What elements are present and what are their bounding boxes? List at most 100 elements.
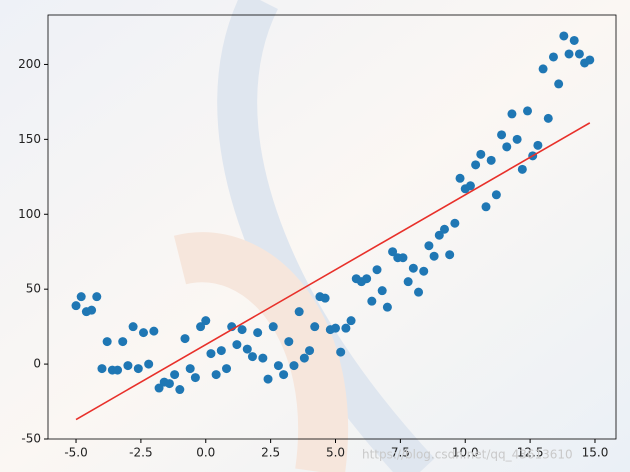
background-decor	[173, 232, 349, 472]
point	[149, 326, 159, 336]
y-tick-label: -50	[21, 432, 41, 446]
point	[538, 64, 548, 74]
point	[138, 328, 148, 338]
point	[434, 230, 444, 240]
point	[123, 361, 133, 371]
x-tick-label: 15.0	[582, 446, 609, 460]
point	[216, 346, 226, 356]
point	[242, 344, 252, 354]
point	[455, 173, 465, 183]
point	[113, 365, 123, 375]
point	[263, 374, 273, 384]
x-tick-label: 2.5	[261, 446, 280, 460]
point	[294, 307, 304, 317]
point	[543, 113, 553, 123]
point	[102, 337, 112, 347]
point	[486, 155, 496, 165]
point	[289, 361, 299, 371]
x-tick-label: 7.5	[391, 446, 410, 460]
point	[258, 353, 268, 363]
point	[185, 364, 195, 374]
background-decor	[217, 0, 435, 472]
point	[144, 359, 154, 369]
point	[71, 301, 81, 311]
point	[564, 49, 574, 59]
point	[465, 181, 475, 191]
point	[92, 292, 102, 302]
point	[87, 305, 97, 315]
point	[476, 149, 486, 159]
point	[320, 293, 330, 303]
point	[273, 361, 283, 371]
point	[362, 274, 372, 284]
point	[523, 106, 533, 116]
point	[481, 202, 491, 212]
point	[211, 370, 221, 380]
point	[512, 134, 522, 144]
point	[284, 337, 294, 347]
y-tick-label: 50	[26, 282, 41, 296]
point	[429, 251, 439, 261]
point	[403, 277, 413, 287]
y-tick-label: 200	[18, 57, 41, 71]
point	[76, 292, 86, 302]
y-tick-label: 100	[18, 207, 41, 221]
point	[180, 334, 190, 344]
point	[190, 373, 200, 383]
point	[201, 316, 211, 326]
point	[408, 263, 418, 273]
point	[133, 364, 143, 374]
plot-area: -5.0 -2.5 0.0 2.5 5.0 7.5 10.0 12.5 15.0 -50 0 50 10…	[18, 14, 617, 460]
y-tick-label: 0	[33, 357, 41, 371]
point	[336, 347, 346, 357]
x-tick-label: -2.5	[129, 446, 152, 460]
point	[517, 164, 527, 174]
point	[237, 325, 247, 335]
point	[450, 218, 460, 228]
point	[554, 79, 564, 89]
x-tick-label: 5.0	[326, 446, 345, 460]
point	[128, 322, 138, 332]
fit-line	[75, 122, 591, 421]
point	[164, 379, 174, 389]
y-tick-label: 150	[18, 132, 41, 146]
watermark: https://blog.csdn.net/qq_43613610	[362, 448, 573, 462]
point	[559, 31, 569, 41]
point	[196, 322, 206, 332]
point	[279, 370, 289, 380]
x-tick-label: 10.0	[452, 446, 479, 460]
point	[232, 340, 242, 350]
point	[419, 266, 429, 276]
point	[305, 346, 315, 356]
point	[170, 370, 180, 380]
point	[585, 55, 595, 65]
point	[341, 323, 351, 333]
point	[299, 353, 309, 363]
point	[247, 352, 257, 362]
point	[118, 337, 128, 347]
point	[445, 250, 455, 260]
point	[367, 296, 377, 306]
point	[424, 241, 434, 251]
point	[491, 190, 501, 200]
point	[507, 109, 517, 119]
point	[253, 328, 263, 338]
point	[331, 323, 341, 333]
point	[398, 253, 408, 263]
point	[569, 35, 579, 45]
point	[574, 49, 584, 59]
axes-frame	[47, 14, 617, 440]
point	[97, 364, 107, 374]
point	[346, 316, 356, 326]
point	[548, 52, 558, 62]
point	[175, 385, 185, 395]
x-tick-label: 12.5	[517, 446, 544, 460]
point	[154, 383, 164, 393]
point	[497, 130, 507, 140]
point	[388, 247, 398, 257]
point	[222, 364, 232, 374]
point	[206, 349, 216, 359]
point	[502, 142, 512, 152]
